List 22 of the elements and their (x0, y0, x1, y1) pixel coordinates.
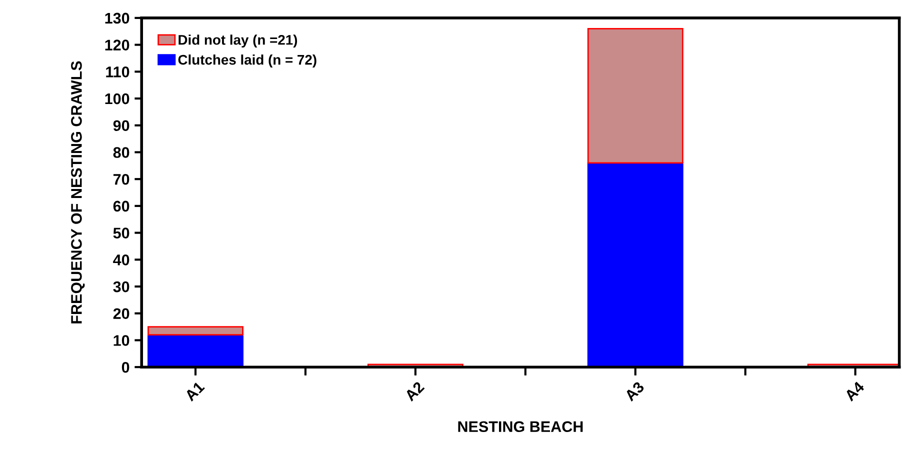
x-tick-label: A3 (624, 380, 645, 402)
y-tick-label: 60 (113, 200, 130, 212)
y-tick-label: 130 (105, 12, 130, 24)
y-tick-label: 10 (114, 335, 130, 346)
y-tick-label: 50 (113, 228, 130, 238)
y-tick-label: 100 (105, 93, 130, 104)
x-tick-label: A2 (404, 380, 425, 402)
y-tick-label: 110 (106, 66, 130, 78)
legend-label: Did not lay (n =21) (178, 34, 298, 48)
y-axis-title: FREQUENCY OF NESTING CRAWLS (71, 61, 85, 324)
y-tick-label: 80 (113, 147, 130, 158)
y-tick-label: 120 (105, 40, 130, 50)
y-tick-label: 0 (122, 362, 130, 373)
legend-label: Clutches laid (n = 72) (178, 54, 316, 68)
x-tick-label: A4 (844, 380, 865, 402)
y-tick-label: 30 (113, 281, 130, 292)
y-tick-label: 20 (113, 308, 130, 320)
y-tick-label: 40 (113, 254, 130, 266)
x-axis-title: NESTING BEACH (458, 421, 583, 432)
y-tick-label: 70 (113, 174, 130, 185)
x-tick-label: A1 (184, 380, 205, 402)
y-tick-label: 90 (113, 120, 130, 132)
